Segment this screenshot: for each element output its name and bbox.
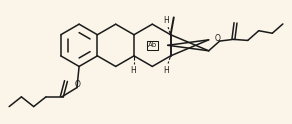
FancyBboxPatch shape — [147, 41, 158, 50]
Text: H: H — [163, 66, 169, 75]
Text: O: O — [75, 80, 81, 89]
Text: O: O — [215, 34, 221, 43]
Text: H: H — [163, 16, 169, 25]
Text: H: H — [131, 66, 136, 75]
Text: Ab: Ab — [148, 42, 157, 48]
